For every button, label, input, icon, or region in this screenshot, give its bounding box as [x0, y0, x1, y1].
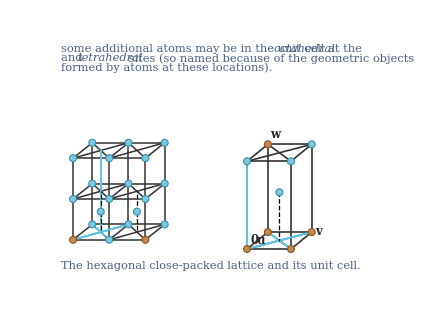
- Text: and: and: [62, 54, 87, 63]
- Circle shape: [142, 236, 149, 243]
- Circle shape: [244, 246, 250, 252]
- Circle shape: [89, 221, 96, 228]
- Circle shape: [89, 139, 96, 146]
- Text: sites (so named because of the geometric objects: sites (so named because of the geometric…: [125, 54, 414, 64]
- Circle shape: [161, 221, 168, 228]
- Text: The hexagonal close-packed lattice and its unit cell.: The hexagonal close-packed lattice and i…: [62, 261, 361, 271]
- Circle shape: [125, 139, 132, 146]
- Circle shape: [276, 189, 283, 196]
- Text: formed by atoms at these locations).: formed by atoms at these locations).: [62, 63, 273, 73]
- Text: u: u: [257, 234, 266, 247]
- Circle shape: [106, 196, 113, 203]
- Circle shape: [142, 155, 149, 162]
- Circle shape: [287, 158, 294, 165]
- Text: some additional atoms may be in the unit cell at the: some additional atoms may be in the unit…: [62, 44, 366, 54]
- Text: w: w: [270, 128, 280, 141]
- Circle shape: [106, 236, 113, 243]
- Circle shape: [142, 196, 149, 203]
- Circle shape: [97, 208, 104, 215]
- Circle shape: [308, 141, 315, 148]
- Circle shape: [89, 180, 96, 187]
- Circle shape: [70, 155, 77, 162]
- Circle shape: [70, 236, 77, 243]
- Circle shape: [106, 155, 113, 162]
- Circle shape: [264, 141, 271, 148]
- Text: tetrahedral: tetrahedral: [78, 54, 143, 63]
- Circle shape: [308, 229, 315, 236]
- Text: 0: 0: [251, 234, 259, 247]
- Circle shape: [125, 221, 132, 228]
- Circle shape: [287, 246, 294, 252]
- Text: v: v: [315, 225, 322, 238]
- Circle shape: [161, 139, 168, 146]
- Circle shape: [244, 158, 250, 165]
- Circle shape: [133, 208, 140, 215]
- Circle shape: [161, 180, 168, 187]
- Circle shape: [264, 229, 271, 236]
- Text: octahedral: octahedral: [273, 44, 335, 54]
- Circle shape: [70, 196, 77, 203]
- Circle shape: [125, 180, 132, 187]
